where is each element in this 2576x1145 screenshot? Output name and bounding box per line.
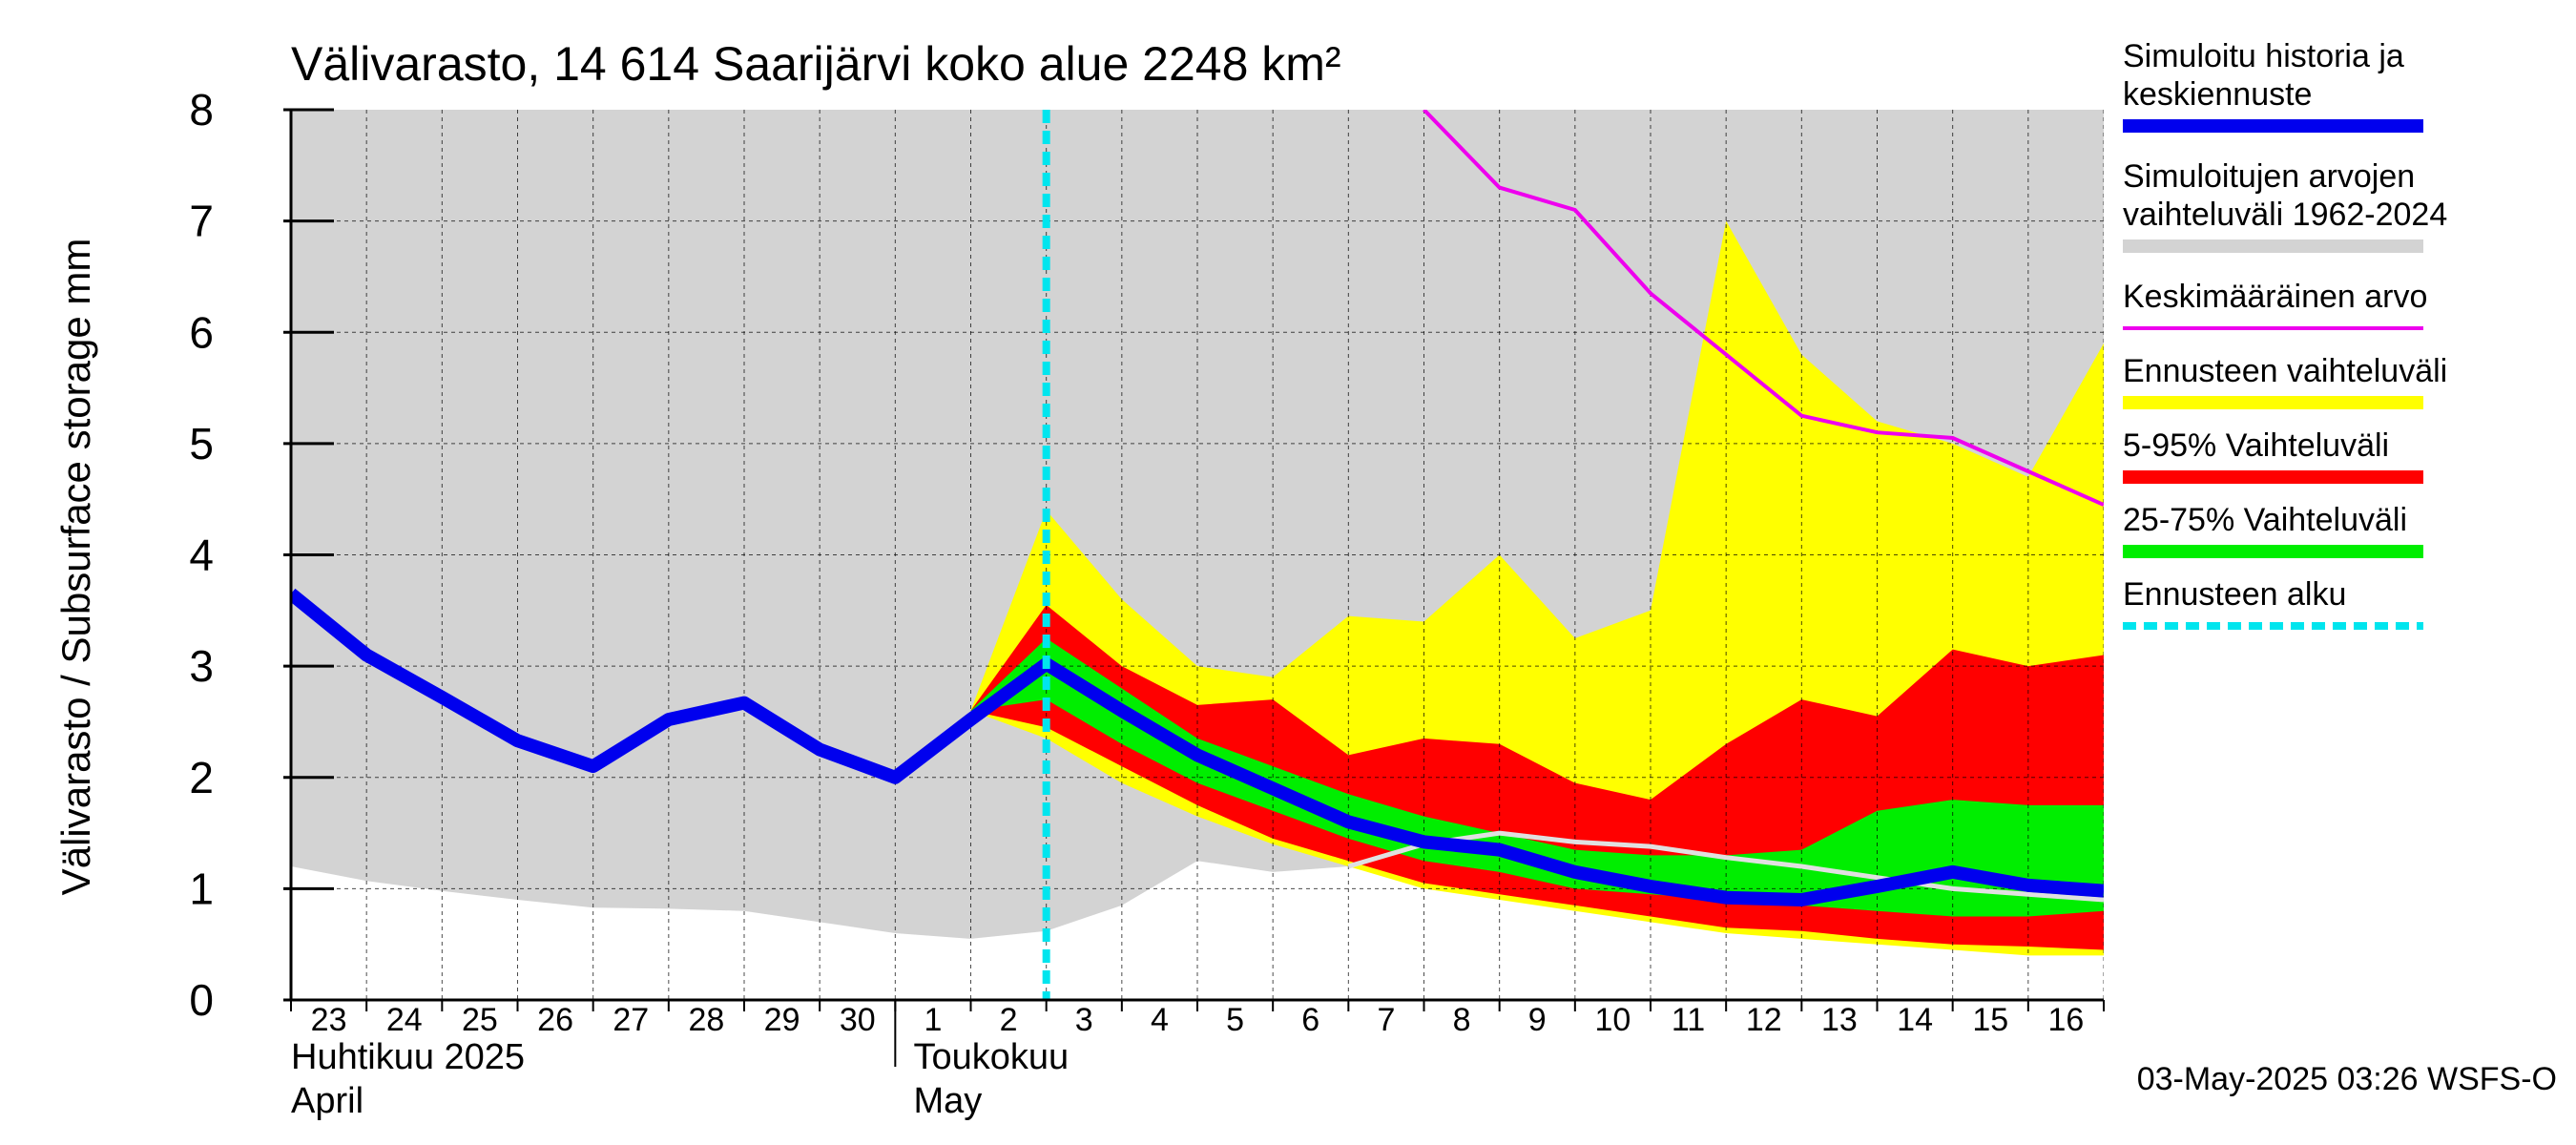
y-tick-label: 5 [189, 419, 214, 468]
month-label-en: April [291, 1081, 364, 1121]
y-tick-label: 1 [189, 864, 214, 913]
y-tick-label: 6 [189, 307, 214, 357]
x-tick-label: 2 [1000, 1002, 1018, 1038]
legend-label: 5-95% Vaihteluväli [2123, 427, 2389, 464]
legend-label: keskiennuste [2123, 76, 2312, 113]
x-tick-label: 3 [1075, 1002, 1093, 1038]
p25-75-band [970, 638, 2104, 917]
x-tick-label: 4 [1151, 1002, 1169, 1038]
month-label-fi: Toukokuu [914, 1037, 1070, 1077]
x-tick-label: 27 [613, 1002, 649, 1038]
y-tick-label: 7 [189, 197, 214, 246]
y-tick-label: 3 [189, 641, 214, 691]
y-tick-label: 8 [189, 85, 214, 135]
x-tick-label: 14 [1897, 1002, 1933, 1038]
plot-content [291, 110, 2104, 1000]
median-grey-line [1347, 830, 2104, 903]
x-tick-label: 23 [311, 1002, 347, 1038]
legend-label: Ennusteen vaihteluväli [2123, 353, 2447, 389]
simulated-line [291, 588, 2104, 906]
y-axis-label: Välivarasto / Subsurface storage mm [53, 239, 98, 896]
x-tick-label: 28 [689, 1002, 725, 1038]
x-tick-label: 6 [1301, 1002, 1319, 1038]
x-tick-label: 10 [1595, 1002, 1631, 1038]
x-tick-label: 16 [2048, 1002, 2085, 1038]
y-tick-label: 0 [189, 975, 214, 1025]
legend-label: Simuloitujen arvojen [2123, 158, 2415, 195]
footer-timestamp: 03-May-2025 03:26 WSFS-O [2137, 1061, 2557, 1097]
legend-label: vaihteluväli 1962-2024 [2123, 197, 2447, 233]
x-tick-label: 26 [537, 1002, 573, 1038]
x-tick-label: 1 [924, 1002, 942, 1038]
x-tick-label: 25 [462, 1002, 498, 1038]
x-tick-label: 9 [1528, 1002, 1547, 1038]
x-tick-label: 29 [764, 1002, 800, 1038]
legend-label: 25-75% Vaihteluväli [2123, 502, 2407, 538]
x-tick-label: 12 [1746, 1002, 1782, 1038]
x-tick-label: 5 [1226, 1002, 1244, 1038]
legend-label: Simuloitu historia ja [2123, 38, 2404, 74]
y-tick-label: 4 [189, 531, 214, 580]
x-tick-label: 11 [1672, 1002, 1705, 1038]
x-tick-label: 30 [840, 1002, 876, 1038]
month-label-fi: Huhtikuu 2025 [291, 1037, 525, 1077]
chart-title: Välivarasto, 14 614 Saarijärvi koko alue… [291, 37, 1341, 91]
x-tick-label: 13 [1821, 1002, 1858, 1038]
x-tick-label: 15 [1972, 1002, 2008, 1038]
month-label-en: May [914, 1081, 983, 1121]
y-tick-label: 2 [189, 753, 214, 802]
plot-area [291, 110, 2104, 1000]
mean-line [1423, 110, 2104, 507]
legend-label: Ennusteen alku [2123, 576, 2346, 613]
x-tick-label: 24 [386, 1002, 423, 1038]
legend-label: Keskimääräinen arvo [2123, 279, 2427, 315]
x-tick-label: 7 [1377, 1002, 1395, 1038]
x-tick-label: 8 [1453, 1002, 1471, 1038]
